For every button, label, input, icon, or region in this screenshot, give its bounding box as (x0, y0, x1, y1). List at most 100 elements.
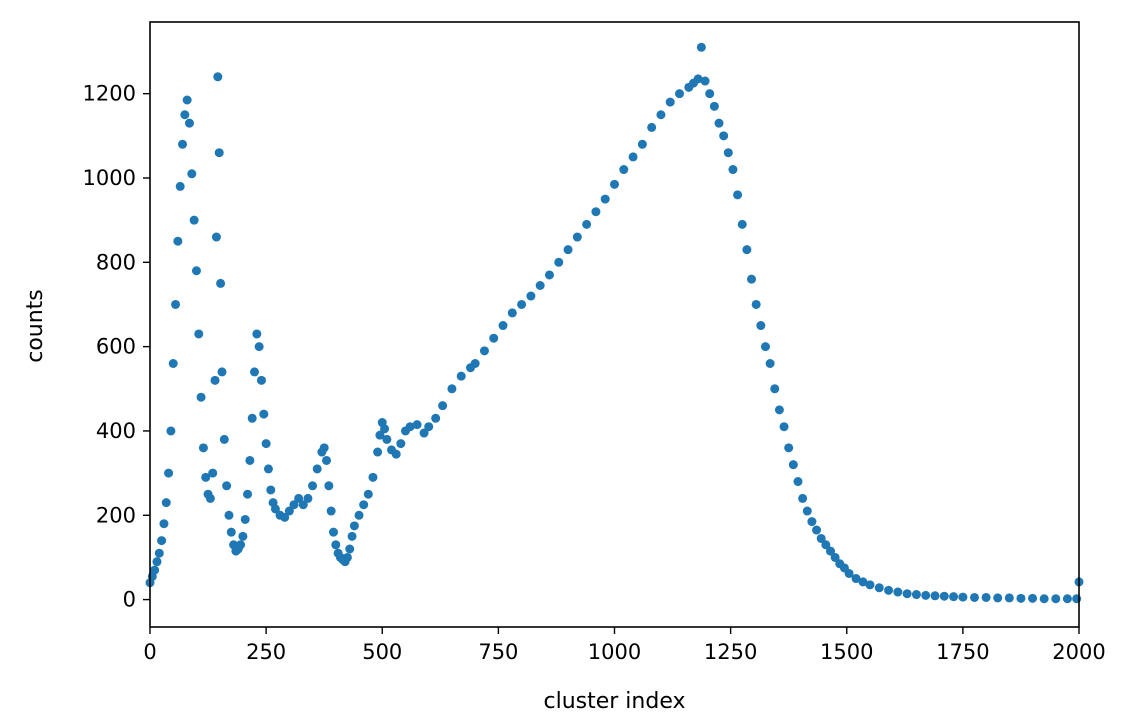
data-point (280, 512, 290, 522)
data-point (844, 568, 854, 578)
data-point (159, 519, 169, 529)
data-point (189, 215, 199, 225)
data-point (784, 443, 794, 453)
data-point (788, 460, 798, 470)
data-point (619, 165, 629, 175)
data-point (261, 439, 271, 449)
data-point (180, 110, 190, 120)
data-point (205, 493, 215, 503)
data-point (865, 580, 875, 590)
data-point (737, 219, 747, 229)
data-point (526, 291, 536, 301)
data-point (150, 565, 160, 575)
data-point (798, 493, 808, 503)
data-point (958, 592, 968, 602)
data-point (191, 266, 201, 276)
data-point (216, 278, 226, 288)
data-point (705, 89, 715, 99)
data-point (656, 110, 666, 120)
x-tick-label: 750 (478, 640, 518, 664)
data-point (554, 257, 564, 267)
data-point (600, 194, 610, 204)
y-tick-label: 200 (96, 503, 136, 527)
data-point (224, 510, 234, 520)
data-point (582, 219, 592, 229)
data-point (628, 152, 638, 162)
data-point (431, 413, 441, 423)
data-point (298, 500, 308, 510)
data-point (675, 89, 685, 99)
data-point (270, 504, 280, 514)
data-point (1072, 594, 1082, 604)
data-point (178, 139, 188, 149)
data-point (812, 525, 822, 535)
x-tick-label: 250 (246, 640, 286, 664)
data-point (728, 165, 738, 175)
data-point (222, 481, 232, 491)
data-point (194, 329, 204, 339)
data-point (665, 97, 675, 107)
data-point (245, 455, 255, 465)
data-point (760, 342, 770, 352)
data-point (419, 428, 429, 438)
data-point (489, 333, 499, 343)
y-tick-label: 1000 (83, 166, 136, 190)
data-point (342, 552, 352, 562)
data-point (210, 375, 220, 385)
data-point (765, 359, 775, 368)
data-point (219, 434, 229, 444)
data-point (319, 443, 329, 453)
x-tick-label: 1750 (936, 640, 989, 664)
data-point (363, 489, 373, 499)
data-point (154, 548, 164, 558)
data-point (851, 574, 861, 584)
data-point (939, 591, 949, 601)
data-point (184, 118, 194, 128)
data-point (263, 464, 273, 474)
data-point (213, 72, 223, 82)
data-point (238, 531, 248, 541)
data-point (884, 585, 894, 595)
data-point (821, 540, 831, 550)
data-point (359, 500, 369, 510)
data-point (1062, 594, 1072, 604)
data-point (438, 401, 448, 411)
data-point (157, 536, 167, 546)
data-point (354, 510, 364, 520)
data-point (266, 485, 276, 495)
data-point (647, 122, 657, 132)
y-tick-label: 400 (96, 419, 136, 443)
data-point (723, 148, 733, 158)
data-point (345, 544, 355, 554)
data-point (289, 500, 299, 510)
data-point (187, 169, 197, 179)
data-point (902, 589, 912, 599)
data-point (517, 299, 527, 309)
data-point (226, 527, 236, 537)
data-point (479, 346, 489, 356)
data-point (375, 430, 385, 440)
x-tick-label: 0 (143, 640, 156, 664)
data-point (198, 443, 208, 453)
data-point (252, 329, 262, 339)
data-point (328, 527, 338, 537)
y-axis-label: counts (23, 289, 48, 363)
data-point (201, 472, 211, 482)
data-point (921, 590, 931, 600)
data-point (373, 447, 383, 457)
data-point (770, 384, 780, 394)
data-point (911, 590, 921, 600)
data-point (396, 439, 406, 449)
x-tick-label: 1500 (820, 640, 873, 664)
data-point (391, 449, 401, 459)
data-point (182, 95, 192, 105)
data-point (858, 577, 868, 587)
y-tick-label: 1200 (83, 82, 136, 106)
data-point (930, 591, 940, 601)
data-point (563, 245, 573, 255)
data-point (240, 514, 250, 524)
data-point (164, 468, 174, 478)
data-point (247, 413, 257, 423)
data-point (208, 468, 218, 478)
